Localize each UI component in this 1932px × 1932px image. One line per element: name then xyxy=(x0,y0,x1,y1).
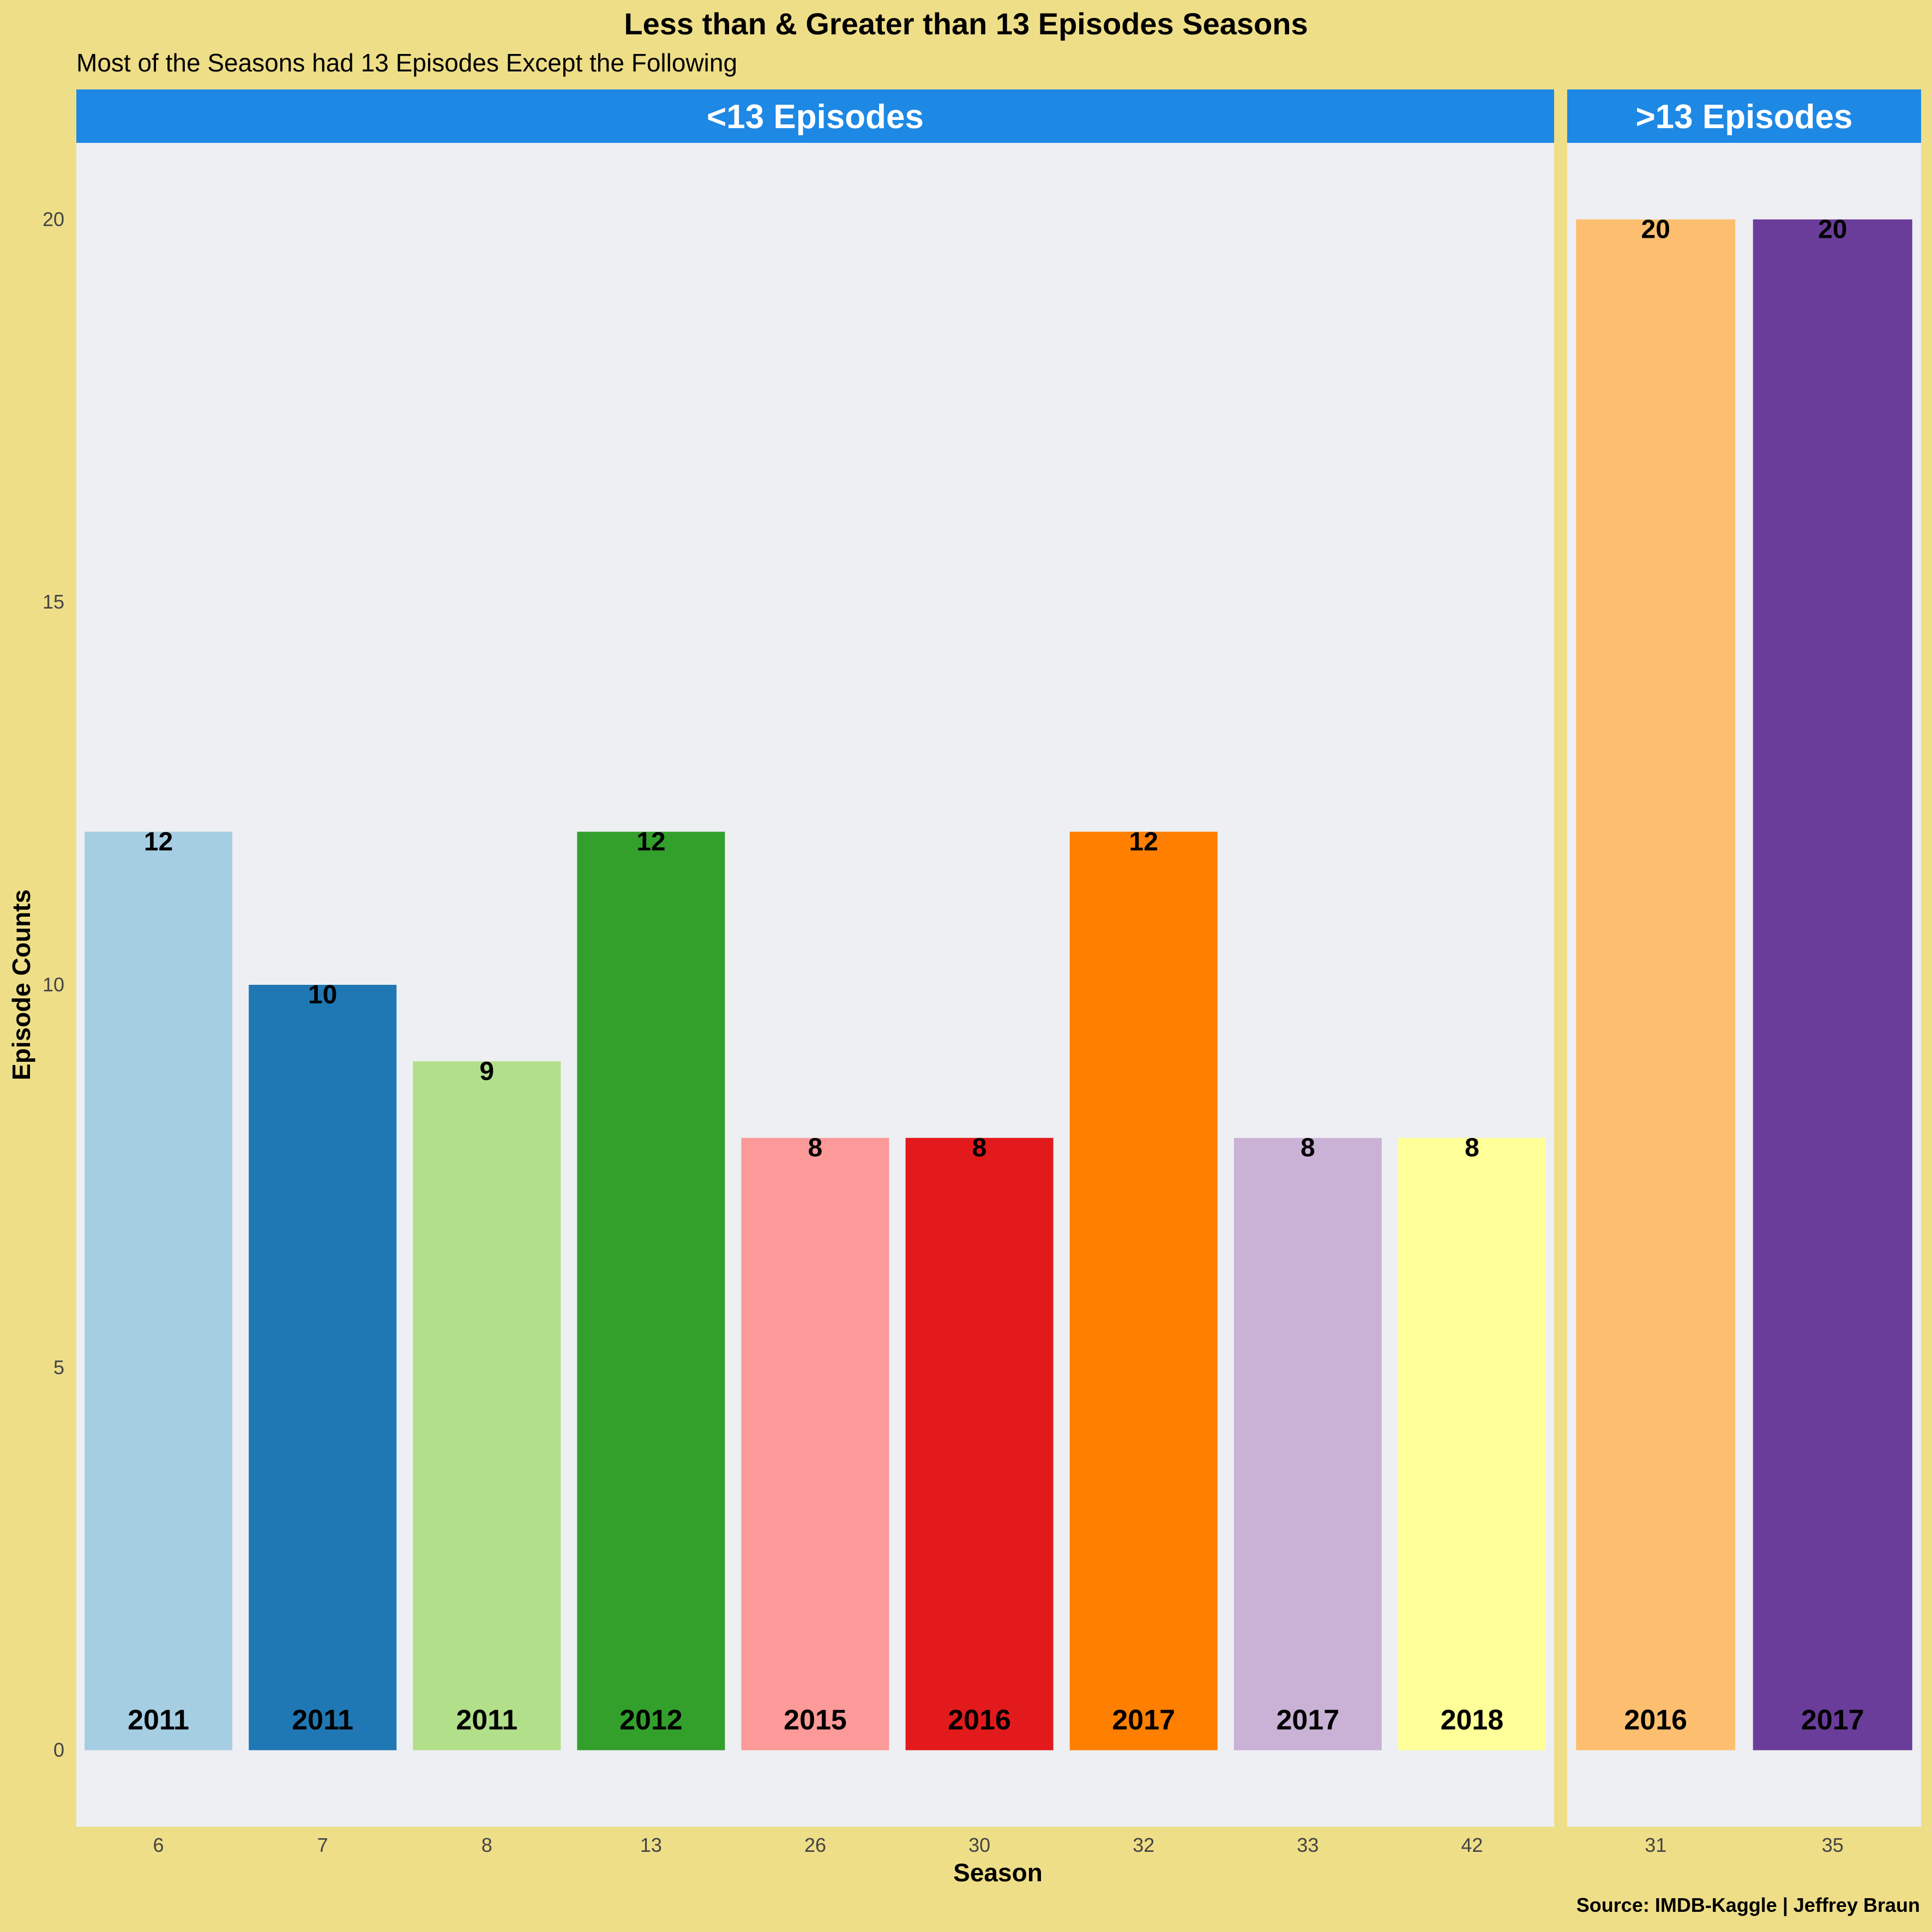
bar-value-label: 9 xyxy=(479,1057,494,1086)
panel-strip-label: >13 Episodes xyxy=(1635,98,1852,136)
panel-strip-label: <13 Episodes xyxy=(707,98,924,136)
bar xyxy=(741,1137,889,1750)
x-tick-label: 13 xyxy=(640,1834,662,1856)
x-tick-label: 30 xyxy=(968,1834,990,1856)
bar-value-label: 12 xyxy=(144,827,173,856)
y-tick-label: 10 xyxy=(43,973,64,996)
bar xyxy=(413,1061,561,1750)
y-tick-label: 5 xyxy=(53,1356,64,1379)
bar-value-label: 10 xyxy=(308,980,337,1009)
y-tick-label: 20 xyxy=(43,208,64,230)
bar-value-label: 20 xyxy=(1641,215,1670,244)
bar xyxy=(577,832,725,1750)
bar-year-label: 2011 xyxy=(292,1705,353,1736)
x-tick-label: 8 xyxy=(482,1834,492,1856)
bar xyxy=(1398,1137,1546,1750)
bar-value-label: 12 xyxy=(636,827,665,856)
chart-subtitle: Most of the Seasons had 13 Episodes Exce… xyxy=(76,49,738,77)
bar-year-label: 2016 xyxy=(948,1705,1011,1736)
x-tick-label: 26 xyxy=(804,1834,826,1856)
bar-year-label: 2017 xyxy=(1276,1705,1339,1736)
y-axis-title: Episode Counts xyxy=(7,889,35,1080)
bar xyxy=(1233,1137,1382,1750)
bar-year-label: 2015 xyxy=(784,1705,847,1736)
x-tick-label: 42 xyxy=(1461,1834,1483,1856)
bar-value-label: 12 xyxy=(1129,827,1158,856)
bar-year-label: 2012 xyxy=(619,1705,683,1736)
bar-year-label: 2016 xyxy=(1624,1705,1687,1736)
bar-year-label: 2011 xyxy=(456,1705,517,1736)
panel-strip xyxy=(76,89,1554,143)
bar-value-label: 20 xyxy=(1818,215,1847,244)
y-tick-label: 15 xyxy=(43,591,64,613)
x-tick-label: 31 xyxy=(1645,1834,1666,1856)
x-tick-label: 33 xyxy=(1297,1834,1319,1856)
bar-year-label: 2017 xyxy=(1112,1705,1175,1736)
panel-strip xyxy=(1567,89,1921,143)
y-tick-label: 0 xyxy=(53,1739,64,1761)
bar-value-label: 8 xyxy=(1465,1134,1479,1163)
bar-year-label: 2011 xyxy=(128,1705,189,1736)
bar-year-label: 2018 xyxy=(1441,1705,1504,1736)
bar-year-label: 2017 xyxy=(1801,1705,1864,1736)
bar-value-label: 8 xyxy=(808,1134,823,1163)
bar xyxy=(905,1137,1054,1750)
chart-caption: Source: IMDB-Kaggle | Jeffrey Braun xyxy=(1576,1894,1920,1916)
bar xyxy=(1069,832,1218,1750)
bar xyxy=(249,985,397,1750)
x-axis-title: Season xyxy=(953,1858,1043,1887)
x-tick-label: 7 xyxy=(317,1834,328,1856)
bar-value-label: 8 xyxy=(972,1134,987,1163)
x-tick-label: 6 xyxy=(153,1834,164,1856)
x-tick-label: 35 xyxy=(1822,1834,1844,1856)
bar-value-label: 8 xyxy=(1301,1134,1315,1163)
bar xyxy=(1753,219,1912,1750)
x-tick-label: 32 xyxy=(1133,1834,1154,1856)
chart-title: Less than & Greater than 13 Episodes Sea… xyxy=(624,7,1308,41)
bar xyxy=(85,832,233,1750)
bar xyxy=(1576,219,1736,1750)
